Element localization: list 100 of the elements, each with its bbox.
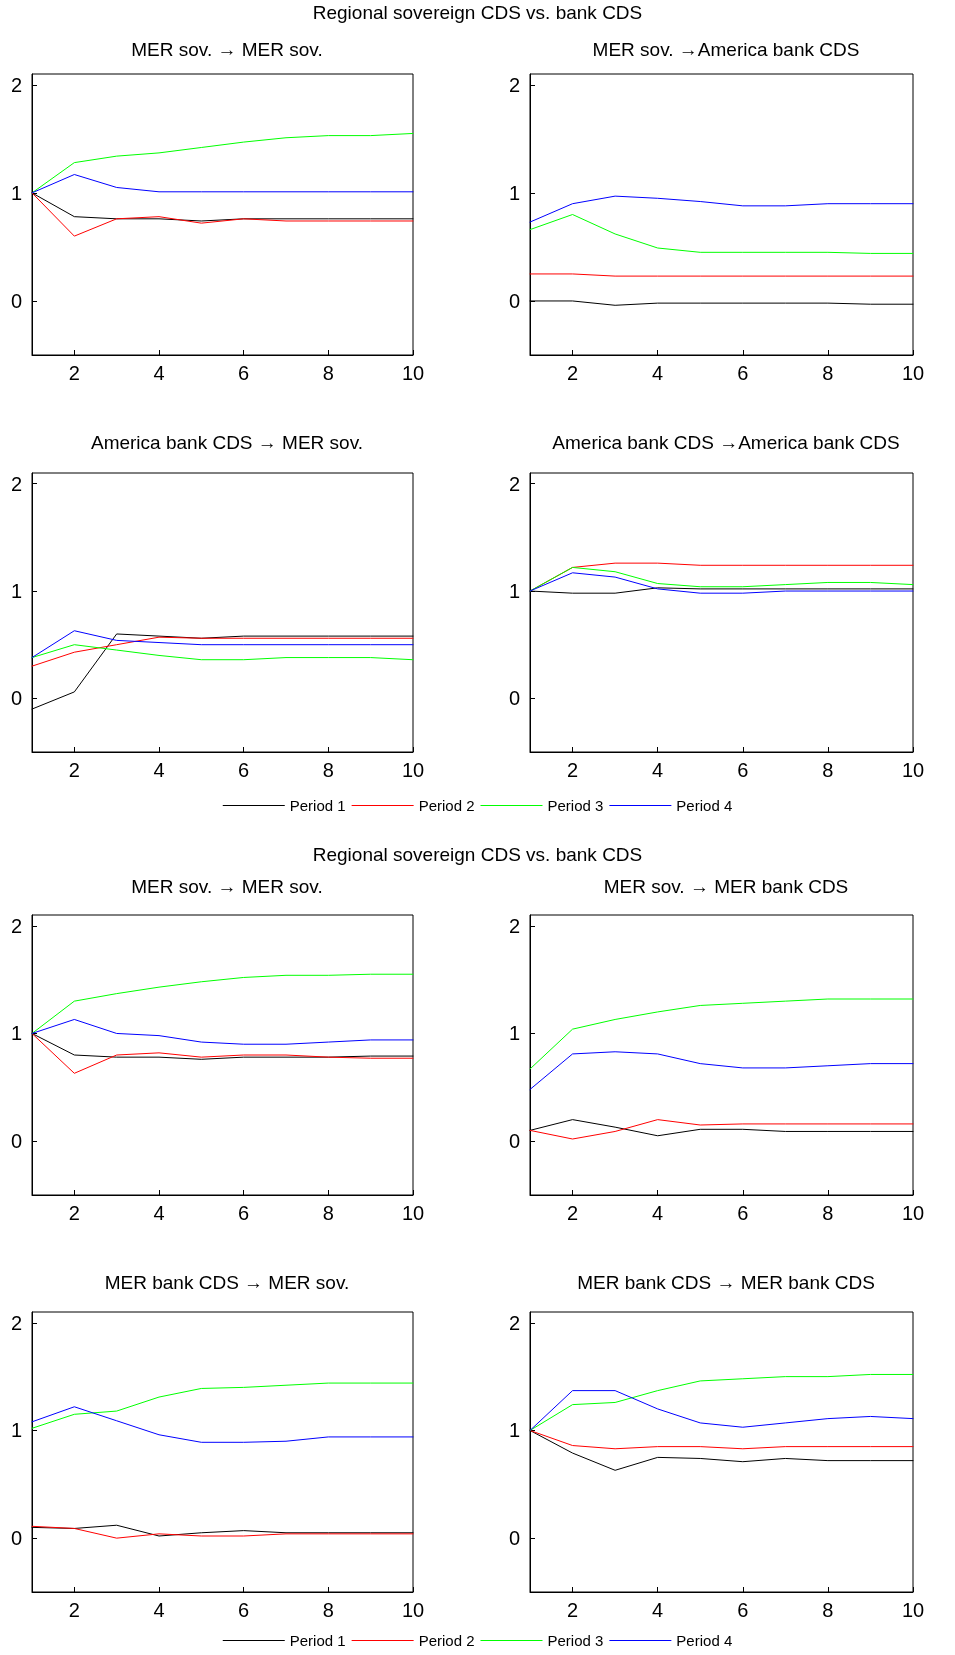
x-tick-label: 8: [322, 362, 334, 384]
line-series: [529, 1390, 914, 1431]
x-tick-label: 2: [68, 362, 80, 384]
text: Regional sovereign CDS vs. bank CDS: [312, 844, 643, 865]
x-tick-label: 4: [153, 1599, 165, 1621]
line-series: [529, 1373, 914, 1431]
chart-title: America bank CDS → MER sov.: [90, 432, 364, 453]
chart-title: MER sov. → MER sov.: [131, 39, 323, 60]
line-series: [31, 973, 414, 1034]
x-tick-label: 10: [901, 759, 925, 781]
chart-title: America bank CDS →America bank CDS: [552, 432, 900, 453]
y-tick-label: 0: [10, 1130, 22, 1153]
x-tick-label: 8: [822, 1599, 834, 1621]
text: Regional sovereign CDS vs. bank CDS: [312, 2, 643, 23]
y-tick-label: 0: [508, 1527, 520, 1550]
y-tick-label: 2: [508, 914, 520, 937]
x-tick-label: 2: [566, 1202, 579, 1224]
line-series: [31, 1018, 414, 1045]
x-tick-label: 10: [901, 1202, 925, 1224]
y-tick-label: 2: [508, 1311, 520, 1334]
line-series: [31, 174, 414, 194]
legend-label: Period 4: [676, 797, 733, 814]
y-tick-label: 2: [508, 73, 520, 96]
x-tick-label: 8: [822, 759, 834, 781]
chart-title: MER sov. →America bank CDS: [592, 39, 860, 60]
x-tick-label: 8: [822, 362, 834, 384]
chart-title: MER sov. → MER bank CDS: [603, 876, 849, 897]
line-series: [529, 998, 914, 1070]
y-tick-label: 1: [508, 1419, 520, 1442]
x-tick-label: 6: [737, 1599, 749, 1621]
y-tick-label: 0: [10, 1527, 22, 1550]
y-tick-label: 1: [508, 1022, 520, 1045]
y-tick-label: 1: [10, 181, 22, 204]
x-tick-label: 8: [322, 1202, 334, 1224]
line-series: [31, 1032, 414, 1074]
y-tick-label: 0: [508, 687, 520, 710]
x-tick-label: 8: [322, 1599, 334, 1621]
chart-title: MER sov. → MER sov.: [131, 876, 323, 897]
x-tick-label: 4: [153, 759, 165, 781]
x-tick-label: 4: [652, 759, 664, 781]
x-tick-label: 2: [68, 759, 80, 781]
x-tick-label: 2: [566, 759, 579, 781]
legend-label: Period 2: [418, 797, 475, 814]
x-tick-label: 2: [566, 1599, 579, 1621]
line-series: [529, 1429, 914, 1450]
y-tick-label: 0: [10, 289, 22, 312]
x-tick-label: 6: [737, 759, 749, 781]
line-series: [529, 572, 914, 594]
y-tick-label: 1: [10, 580, 22, 603]
y-tick-label: 1: [508, 580, 520, 603]
line-series: [529, 214, 914, 254]
x-tick-label: 8: [322, 759, 334, 781]
x-tick-label: 10: [901, 362, 925, 384]
y-tick-label: 0: [508, 289, 520, 312]
legend-label: Period 3: [547, 1632, 604, 1649]
line-series: [31, 132, 414, 194]
chart-title: MER bank CDS → MER bank CDS: [577, 1272, 875, 1293]
y-tick-label: 2: [10, 1311, 22, 1334]
x-tick-label: 6: [238, 362, 250, 384]
line-series: [31, 192, 414, 237]
line-series: [529, 195, 914, 223]
x-tick-label: 10: [401, 759, 425, 781]
x-tick-label: 10: [401, 1202, 425, 1224]
legend-label: Period 2: [418, 1632, 475, 1649]
x-tick-label: 4: [153, 1202, 165, 1224]
x-tick-label: 2: [566, 362, 579, 384]
chart-title: MER bank CDS → MER sov.: [104, 1272, 350, 1293]
y-tick-label: 1: [10, 1419, 22, 1442]
y-tick-label: 2: [10, 73, 22, 96]
line-series: [31, 1382, 414, 1429]
legend-label: Period 1: [289, 1632, 346, 1649]
x-tick-label: 4: [652, 362, 664, 384]
y-tick-label: 1: [508, 181, 520, 204]
x-tick-label: 6: [737, 1202, 749, 1224]
legend-label: Period 3: [547, 797, 604, 814]
legend-label: Period 1: [289, 797, 346, 814]
x-tick-label: 6: [238, 759, 250, 781]
x-tick-label: 2: [68, 1202, 80, 1224]
line-series: [529, 1051, 914, 1090]
x-tick-label: 10: [401, 1599, 425, 1621]
y-tick-label: 2: [10, 472, 22, 495]
line-series: [31, 644, 414, 661]
y-tick-label: 0: [508, 1130, 520, 1153]
x-tick-label: 6: [238, 1599, 250, 1621]
y-tick-label: 0: [10, 687, 22, 710]
x-tick-label: 2: [68, 1599, 80, 1621]
y-tick-label: 2: [508, 472, 520, 495]
x-tick-label: 10: [901, 1599, 925, 1621]
legend-label: Period 4: [676, 1632, 733, 1649]
line-series: [31, 1406, 414, 1443]
x-tick-label: 8: [822, 1202, 834, 1224]
y-tick-label: 2: [10, 914, 22, 937]
line-series: [31, 630, 414, 659]
line-series: [31, 636, 414, 667]
x-tick-label: 4: [153, 362, 165, 384]
x-tick-label: 4: [652, 1202, 664, 1224]
x-tick-label: 6: [238, 1202, 250, 1224]
y-tick-label: 1: [10, 1022, 22, 1045]
x-tick-label: 10: [401, 362, 425, 384]
x-tick-label: 4: [652, 1599, 664, 1621]
